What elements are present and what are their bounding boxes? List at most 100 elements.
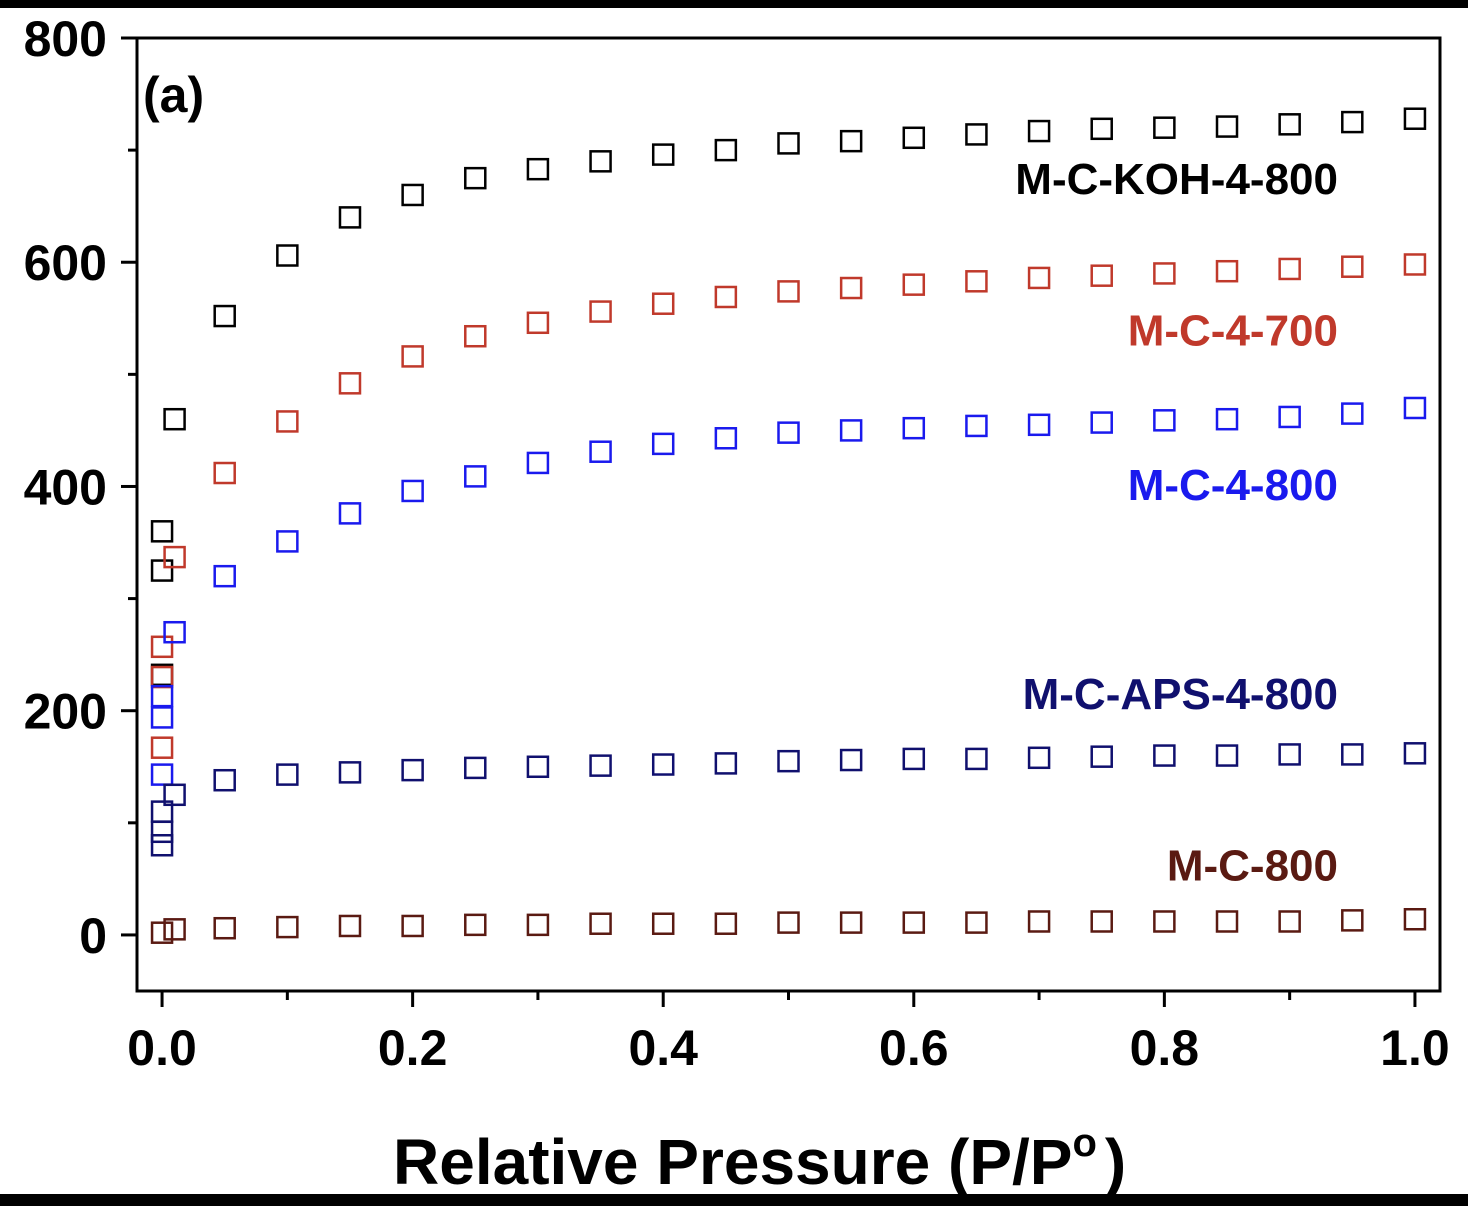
data-point — [965, 270, 988, 293]
series-m-c-800 — [150, 907, 1427, 944]
data-point — [276, 244, 299, 267]
y-tick-label: 0 — [79, 908, 107, 964]
data-point — [1027, 413, 1051, 437]
data-point — [163, 620, 186, 644]
data-point — [1341, 255, 1364, 278]
data-point — [163, 407, 186, 431]
data-point — [1090, 117, 1113, 141]
x-tick-label: 0.0 — [127, 1020, 197, 1076]
data-point — [1341, 743, 1364, 766]
data-point — [338, 914, 362, 938]
data-point — [902, 126, 926, 150]
series-labels: M-C-KOH-4-800 M-C-4-700 M-C-4-800 M-C-APS-4… — [1015, 155, 1338, 890]
data-point — [1403, 107, 1427, 130]
x-tick-label: 0.2 — [378, 1020, 448, 1076]
series-label: M-C-4-700 — [1128, 307, 1338, 356]
data-point — [1403, 396, 1427, 420]
data-point — [651, 912, 675, 935]
data-point — [965, 414, 988, 438]
data-point — [1153, 744, 1176, 767]
data-point — [902, 911, 926, 934]
bottom-border-bar — [0, 1194, 1468, 1206]
data-point — [1278, 405, 1301, 429]
data-point — [1215, 259, 1239, 283]
data-point — [213, 768, 236, 792]
data-point — [150, 736, 174, 759]
data-point — [276, 530, 299, 553]
data-point — [401, 758, 424, 782]
data-point — [1278, 743, 1301, 766]
data-point — [902, 416, 926, 440]
data-point — [1090, 411, 1113, 434]
data-point — [1341, 402, 1364, 425]
data-point — [213, 461, 236, 485]
data-point — [589, 300, 612, 323]
data-point — [150, 800, 174, 823]
data-point — [589, 912, 612, 935]
data-point — [213, 304, 236, 328]
data-point — [965, 747, 988, 771]
x-axis-title-superscript: o — [1072, 1121, 1096, 1165]
data-point — [1027, 910, 1051, 933]
data-point — [714, 285, 738, 309]
data-point — [150, 635, 174, 659]
x-tick-label: 1.0 — [1380, 1020, 1450, 1076]
data-point — [1153, 262, 1176, 285]
data-point — [1215, 910, 1239, 933]
data-point — [163, 918, 186, 941]
series-m-c-4-800 — [150, 396, 1427, 786]
x-axis-title-close: ) — [1105, 1126, 1126, 1198]
data-point — [965, 911, 988, 934]
data-point — [1153, 409, 1176, 432]
data-point — [839, 911, 863, 934]
data-point — [1341, 110, 1364, 134]
data-point — [651, 143, 675, 166]
data-point — [1278, 257, 1301, 281]
data-point — [276, 410, 299, 433]
data-point — [338, 206, 362, 229]
data-point — [163, 783, 186, 807]
data-point — [1027, 746, 1051, 770]
y-tick-label: 600 — [24, 235, 107, 291]
data-point — [714, 427, 738, 450]
data-point — [965, 123, 988, 146]
data-point — [150, 763, 174, 786]
data-point — [276, 915, 299, 939]
data-point — [150, 559, 174, 582]
data-point — [1278, 910, 1301, 933]
data-point — [1341, 909, 1364, 932]
data-point — [150, 833, 174, 857]
series-label: M-C-APS-4-800 — [1023, 670, 1338, 719]
data-point — [526, 157, 550, 181]
data-point — [1215, 115, 1239, 138]
series-label: M-C-4-800 — [1128, 461, 1338, 510]
x-tick-labels: 0.0 0.2 0.4 0.6 0.8 1.0 — [127, 1020, 1449, 1076]
data-point — [714, 912, 738, 935]
data-point — [777, 132, 800, 155]
panel-label: (a) — [143, 67, 204, 123]
axis-ticks — [121, 36, 1417, 1007]
data-point — [1090, 264, 1113, 287]
data-point — [1215, 744, 1239, 767]
x-tick-label: 0.8 — [1130, 1020, 1200, 1076]
data-point — [1215, 407, 1239, 431]
data-point — [839, 748, 863, 772]
data-point — [464, 324, 487, 348]
top-border-bar — [0, 0, 1468, 8]
data-point — [777, 421, 800, 444]
y-tick-label: 800 — [24, 11, 107, 67]
data-point — [714, 752, 738, 775]
data-point — [401, 914, 424, 938]
data-point — [651, 432, 675, 456]
data-point — [1403, 253, 1427, 276]
y-tick-label: 400 — [24, 459, 107, 515]
data-point — [1027, 119, 1051, 143]
data-point — [1027, 266, 1051, 290]
data-point — [213, 916, 236, 940]
data-markers — [150, 107, 1427, 944]
data-point — [464, 166, 487, 190]
series-m-c-koh-4-800 — [150, 107, 1427, 687]
series-label: M-C-KOH-4-800 — [1015, 155, 1338, 204]
data-point — [902, 273, 926, 296]
